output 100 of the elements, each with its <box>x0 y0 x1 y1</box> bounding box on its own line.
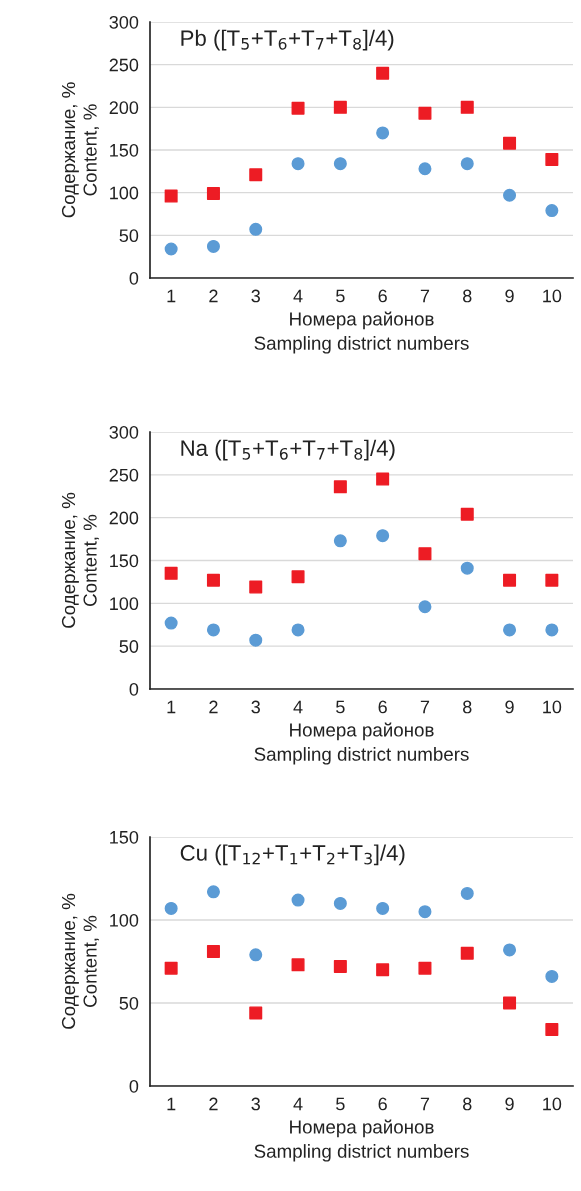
point <box>545 573 559 587</box>
x-tick-label: 7 <box>420 289 430 303</box>
point <box>206 187 220 201</box>
point <box>545 204 559 218</box>
point <box>460 507 474 521</box>
point <box>249 168 263 182</box>
point <box>164 961 178 975</box>
x-tick-label: 2 <box>209 289 218 303</box>
x-tick-label: 8 <box>463 289 472 303</box>
point <box>545 623 559 637</box>
x-tick-label: 7 <box>420 1097 430 1111</box>
x-tick-label: 7 <box>420 700 430 714</box>
x-tick-label: 4 <box>293 289 303 303</box>
point <box>164 242 178 256</box>
point <box>291 893 305 907</box>
y-axis-title: Содержание, % Content, % <box>61 82 99 218</box>
y-tick-label: 300 <box>109 425 139 439</box>
x-tick-label: 4 <box>293 700 303 714</box>
y-tick-label: 0 <box>129 1079 139 1093</box>
point <box>418 106 432 120</box>
x-tick-label: 3 <box>251 1097 260 1111</box>
point <box>164 901 178 915</box>
point <box>291 157 305 171</box>
x-tick-label: 6 <box>378 700 387 714</box>
point <box>333 480 347 494</box>
point <box>418 961 432 975</box>
y-axis-title: Содержание, % Content, % <box>61 492 99 628</box>
y-tick-label: 150 <box>110 830 139 844</box>
point <box>503 136 517 150</box>
x-tick-label: 5 <box>336 700 345 714</box>
y-tick-label: 300 <box>109 15 139 29</box>
point <box>249 222 263 236</box>
point <box>545 969 559 983</box>
point <box>249 948 263 962</box>
point <box>460 157 474 171</box>
x-tick-label: 1 <box>167 289 176 303</box>
y-tick-label: 50 <box>119 229 139 243</box>
y-tick-label: 150 <box>110 143 139 157</box>
point <box>249 580 263 594</box>
x-tick-label: 9 <box>505 289 514 303</box>
x-tick-label: 6 <box>378 1097 387 1111</box>
y-tick-label: 150 <box>110 554 139 568</box>
y-tick-label: 100 <box>110 186 139 200</box>
x-tick-label: 1 <box>167 1097 176 1111</box>
point <box>206 623 220 637</box>
point <box>291 570 305 584</box>
point <box>291 623 305 637</box>
point <box>376 126 390 140</box>
point <box>164 189 178 203</box>
point <box>206 945 220 959</box>
point <box>164 566 178 580</box>
point <box>206 885 220 899</box>
point <box>164 616 178 630</box>
x-tick-label: 10 <box>543 1097 562 1111</box>
point <box>418 905 432 919</box>
x-tick-label: 3 <box>251 289 260 303</box>
point <box>376 963 390 977</box>
x-tick-label: 2 <box>209 1097 218 1111</box>
point <box>460 946 474 960</box>
point <box>503 996 517 1010</box>
point <box>206 239 220 253</box>
point <box>545 1023 559 1037</box>
y-tick-label: 100 <box>110 913 139 927</box>
y-tick-label: 0 <box>129 682 139 696</box>
y-axis-title: Содержание, % Content, % <box>61 893 99 1029</box>
y-tick-label: 0 <box>129 271 139 285</box>
x-tick-label: 1 <box>167 700 176 714</box>
chart-title: Pb ([T$_{5}$+T$_{6}$+T$_{7}$+T$_{8}$]/4) <box>181 29 394 51</box>
point <box>333 896 347 910</box>
x-tick-label: 9 <box>505 700 514 714</box>
point <box>291 958 305 972</box>
point <box>333 959 347 973</box>
point <box>249 1006 263 1020</box>
point <box>503 188 517 202</box>
y-tick-label: 200 <box>109 101 139 115</box>
point <box>376 472 390 486</box>
chart-title: Na ([T$_{5}$+T$_{6}$+T$_{7}$+T$_{8}$]/4) <box>181 439 395 461</box>
point <box>291 101 305 115</box>
y-tick-label: 200 <box>109 511 139 525</box>
x-tick-label: 8 <box>463 700 472 714</box>
point <box>333 100 347 114</box>
point <box>206 573 220 587</box>
x-tick-label: 8 <box>463 1097 472 1111</box>
point <box>418 162 432 176</box>
point <box>333 157 347 171</box>
point <box>418 600 432 614</box>
point <box>376 901 390 915</box>
x-tick-label: 3 <box>251 700 260 714</box>
point <box>249 633 263 647</box>
point <box>503 573 517 587</box>
point <box>418 547 432 561</box>
point <box>376 529 390 543</box>
y-tick-label: 250 <box>109 468 139 482</box>
x-tick-label: 5 <box>336 1097 345 1111</box>
x-axis-title: Номера районов Sampling district numbers <box>254 1119 469 1162</box>
point <box>376 66 390 80</box>
x-tick-label: 2 <box>209 700 218 714</box>
x-axis-title: Номера районов Sampling district numbers <box>254 722 469 765</box>
y-tick-label: 50 <box>119 640 139 653</box>
point <box>503 623 517 637</box>
